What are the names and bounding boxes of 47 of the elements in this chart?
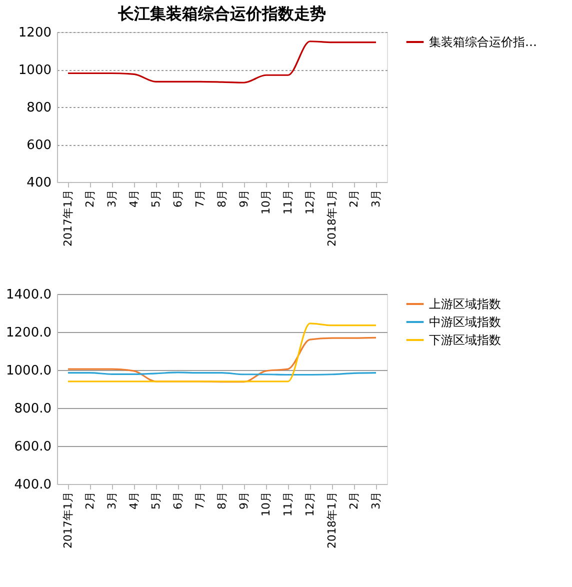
x-tick-label: 2018年1月 (326, 190, 338, 246)
x-tick-label: 9月 (238, 492, 250, 510)
chart-title: 长江集装箱综合运价指数走势 (117, 4, 326, 23)
x-tick-label: 11月 (282, 190, 294, 214)
x-tick-label: 10月 (260, 190, 272, 214)
x-tick-label: 2017年1月 (62, 190, 74, 246)
x-tick-label: 4月 (128, 190, 140, 208)
y-tick-label: 1000 (18, 63, 52, 78)
x-tick-label: 3月 (106, 190, 118, 208)
x-tick-label: 7月 (194, 190, 206, 208)
x-tick-label: 2017年1月 (62, 492, 74, 548)
x-tick-label: 2月 (84, 492, 96, 510)
y-tick-label: 1400.0 (6, 288, 52, 302)
x-tick-label: 3月 (370, 190, 382, 208)
y-tick-label: 600 (26, 138, 52, 153)
x-tick-label: 8月 (216, 492, 228, 510)
x-tick-label: 8月 (216, 190, 228, 208)
legend-label: 集装箱综合运价指… (429, 35, 537, 49)
line-series (67, 40, 377, 84)
y-tick-label: 400.0 (14, 478, 52, 492)
x-tick-label: 12月 (304, 190, 316, 214)
y-tick-label: 800 (26, 100, 52, 116)
x-tick-label: 11月 (282, 492, 294, 516)
y-tick-label: 1000.0 (6, 364, 52, 378)
x-tick-label: 9月 (238, 190, 250, 208)
legend-label: 上游区域指数 (429, 297, 501, 311)
y-tick-label: 800.0 (14, 402, 52, 416)
y-tick-label: 1200.0 (6, 326, 52, 340)
x-tick-label: 3月 (106, 492, 118, 510)
y-tick-label: 600.0 (14, 440, 52, 454)
x-tick-label: 2月 (348, 190, 360, 208)
legend-label: 下游区域指数 (429, 333, 501, 347)
y-tick-label: 1200 (18, 26, 52, 40)
x-tick-label: 5月 (150, 190, 162, 208)
legend-label: 中游区域指数 (429, 315, 501, 329)
x-tick-label: 5月 (150, 492, 162, 510)
x-tick-label: 10月 (260, 492, 272, 516)
y-tick-label: 400 (26, 176, 52, 190)
x-tick-label: 7月 (194, 492, 206, 510)
x-tick-label: 2018年1月 (326, 492, 338, 548)
x-tick-label: 3月 (370, 492, 382, 510)
x-tick-label: 6月 (172, 190, 184, 208)
x-tick-label: 12月 (304, 492, 316, 516)
x-tick-label: 6月 (172, 492, 184, 510)
x-tick-label: 2月 (348, 492, 360, 510)
x-tick-label: 2月 (84, 190, 96, 208)
x-tick-label: 4月 (128, 492, 140, 510)
